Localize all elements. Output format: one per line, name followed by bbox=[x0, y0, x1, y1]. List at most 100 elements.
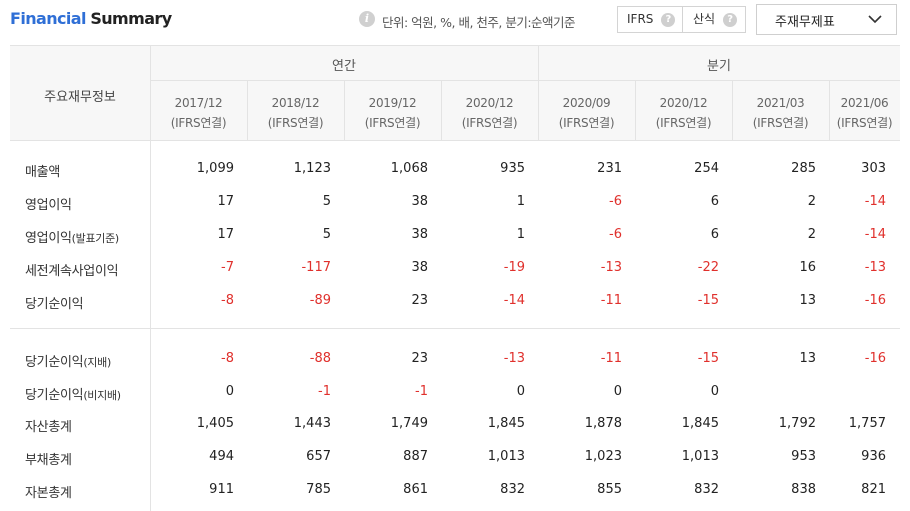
divider bbox=[247, 80, 248, 141]
divider bbox=[150, 45, 151, 511]
column-header: 2020/09 (IFRS연결) bbox=[538, 93, 635, 133]
table-cell: -22 bbox=[697, 260, 719, 275]
table-cell: 1,845 bbox=[487, 416, 525, 431]
table-cell: 1,013 bbox=[487, 449, 525, 464]
page-title: Financial Summary bbox=[10, 9, 172, 28]
statement-type-dropdown[interactable]: 주재무제표 bbox=[756, 4, 897, 35]
row-label: 자본총계 bbox=[25, 482, 72, 501]
table-cell: 1,405 bbox=[196, 416, 234, 431]
table-cell: -1 bbox=[415, 384, 428, 399]
table-cell: -89 bbox=[309, 293, 331, 308]
row-label: 영업이익(발표기준) bbox=[25, 227, 119, 246]
group-header-quarterly: 분기 bbox=[707, 59, 731, 74]
table-cell: -13 bbox=[864, 260, 886, 275]
table-cell: 1,878 bbox=[584, 416, 622, 431]
divider bbox=[732, 80, 733, 141]
table-cell: 6 bbox=[710, 194, 719, 209]
help-icon[interactable]: ? bbox=[723, 12, 738, 27]
table-cell: 254 bbox=[694, 161, 719, 176]
table-cell: -14 bbox=[503, 293, 525, 308]
unit-text: 단위: 억원, %, 배, 천주, 분기:순액기준 bbox=[382, 15, 576, 30]
row-label-suffix: (발표기준) bbox=[71, 232, 120, 245]
table-cell: 0 bbox=[225, 384, 234, 399]
table-cell: 231 bbox=[597, 161, 622, 176]
row-label-suffix: (지배) bbox=[83, 356, 111, 369]
column-period: 2018/12 bbox=[271, 96, 320, 110]
table-cell: 16 bbox=[799, 260, 816, 275]
table-cell: -6 bbox=[609, 227, 622, 242]
table-cell: 1,099 bbox=[196, 161, 234, 176]
section-divider bbox=[10, 328, 900, 329]
table-cell: -19 bbox=[503, 260, 525, 275]
table-cell: 1,792 bbox=[778, 416, 816, 431]
info-icon: i bbox=[359, 11, 375, 27]
table-cell: 935 bbox=[500, 161, 525, 176]
table-cell: 38 bbox=[411, 260, 428, 275]
table-cell: -15 bbox=[697, 293, 719, 308]
title-summary: Summary bbox=[90, 9, 172, 28]
row-label: 자산총계 bbox=[25, 416, 72, 435]
table-cell: 23 bbox=[411, 293, 428, 308]
formula-label: 산식 bbox=[693, 12, 716, 26]
column-basis: (IFRS연결) bbox=[267, 116, 324, 130]
column-header: 2019/12 (IFRS연결) bbox=[344, 93, 441, 133]
column-basis: (IFRS연결) bbox=[461, 116, 518, 130]
table-cell: 821 bbox=[861, 482, 886, 497]
column-header: 2021/06 (IFRS연결) bbox=[829, 93, 900, 133]
table-cell: 832 bbox=[500, 482, 525, 497]
row-label-text: 당기순이익 bbox=[25, 355, 84, 370]
column-basis: (IFRS연결) bbox=[836, 116, 893, 130]
row-header-title: 주요재무정보 bbox=[44, 90, 116, 105]
table-cell: -14 bbox=[864, 227, 886, 242]
divider bbox=[344, 80, 345, 141]
group-header-annual: 연간 bbox=[332, 59, 356, 74]
table-cell: 657 bbox=[306, 449, 331, 464]
table-cell: -88 bbox=[309, 351, 331, 366]
table-cell: 38 bbox=[411, 194, 428, 209]
table-cell: 38 bbox=[411, 227, 428, 242]
table-cell: 861 bbox=[403, 482, 428, 497]
table-cell: -14 bbox=[864, 194, 886, 209]
row-label-text: 자본총계 bbox=[25, 486, 72, 501]
row-label-text: 영업이익 bbox=[25, 231, 72, 246]
divider bbox=[829, 80, 830, 141]
table-cell: -11 bbox=[600, 293, 622, 308]
ifrs-button[interactable]: IFRS? bbox=[627, 7, 676, 32]
divider bbox=[441, 80, 442, 141]
column-header: 2021/03 (IFRS연결) bbox=[732, 93, 829, 133]
table-cell: 1,749 bbox=[390, 416, 428, 431]
table-header bbox=[10, 45, 900, 141]
table-cell: 887 bbox=[403, 449, 428, 464]
row-label-text: 당기순이익 bbox=[25, 388, 84, 403]
column-basis: (IFRS연결) bbox=[752, 116, 809, 130]
column-header: 2017/12 (IFRS연결) bbox=[150, 93, 247, 133]
formula-button[interactable]: 산식? bbox=[693, 7, 738, 32]
column-header: 2020/12 (IFRS연결) bbox=[441, 93, 538, 133]
row-label: 매출액 bbox=[25, 161, 60, 180]
row-label-suffix: (비지배) bbox=[83, 389, 121, 402]
table-cell: 1,443 bbox=[293, 416, 331, 431]
table-cell: -13 bbox=[600, 260, 622, 275]
column-period: 2021/03 bbox=[756, 96, 805, 110]
table-cell: 1,013 bbox=[681, 449, 719, 464]
column-header: 2020/12 (IFRS연결) bbox=[635, 93, 732, 133]
column-header: 2018/12 (IFRS연결) bbox=[247, 93, 344, 133]
table-cell: -16 bbox=[864, 351, 886, 366]
help-icon[interactable]: ? bbox=[661, 12, 676, 27]
table-cell: 838 bbox=[791, 482, 816, 497]
row-label-text: 매출액 bbox=[25, 165, 60, 180]
table-cell: 6 bbox=[710, 227, 719, 242]
column-basis: (IFRS연결) bbox=[364, 116, 421, 130]
table-cell: 1,757 bbox=[848, 416, 886, 431]
row-label-text: 부채총계 bbox=[25, 453, 72, 468]
chevron-down-icon bbox=[868, 15, 882, 24]
divider bbox=[150, 80, 900, 81]
table-cell: -8 bbox=[221, 351, 234, 366]
table-cell: 911 bbox=[209, 482, 234, 497]
column-period: 2020/12 bbox=[465, 96, 514, 110]
table-cell: -6 bbox=[609, 194, 622, 209]
column-basis: (IFRS연결) bbox=[655, 116, 712, 130]
table-cell: 2 bbox=[807, 227, 816, 242]
table-cell: -13 bbox=[503, 351, 525, 366]
divider bbox=[538, 45, 539, 141]
